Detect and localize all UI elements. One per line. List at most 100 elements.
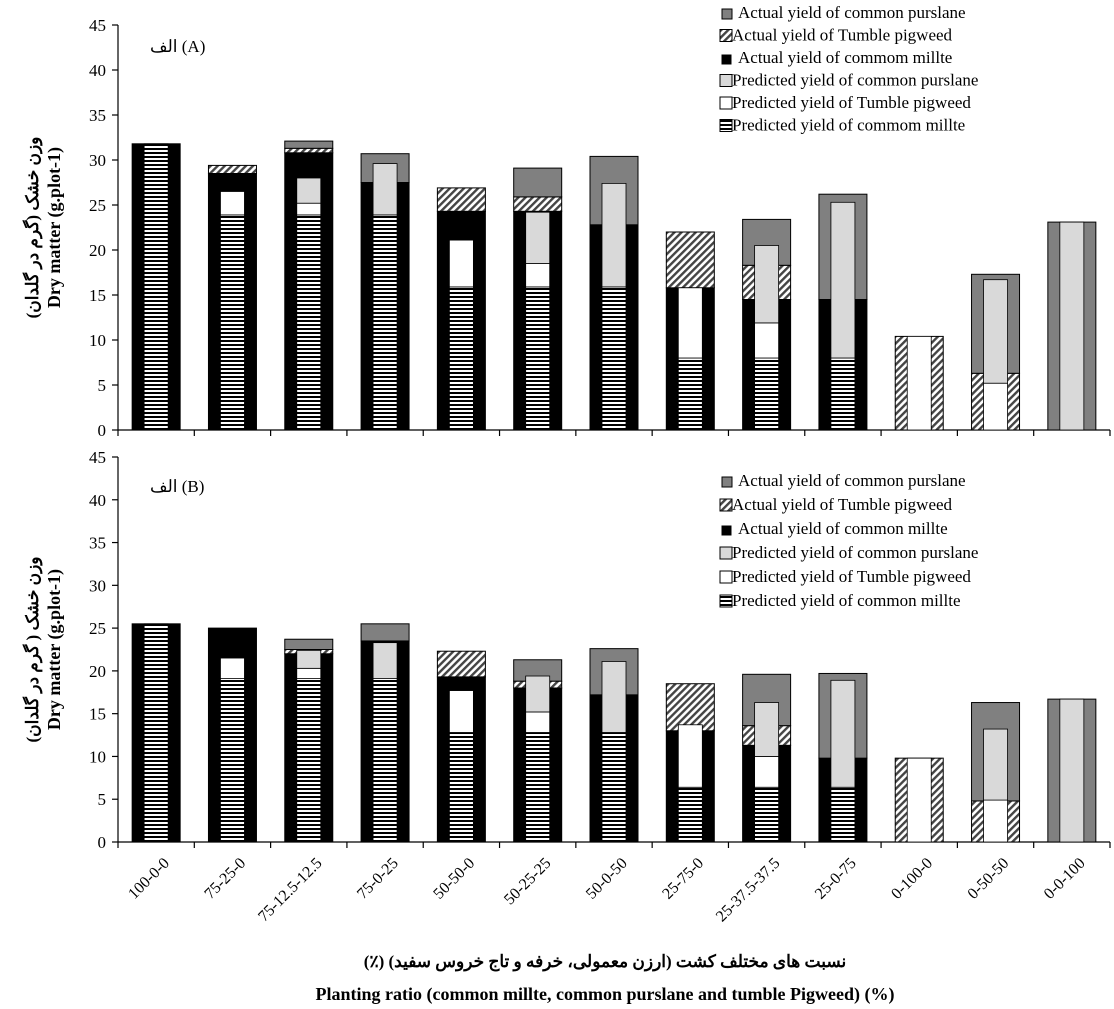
bar-group-0-50-50	[971, 702, 1021, 843]
bar-predicted-millet	[372, 214, 398, 431]
bar-predicted-millet	[677, 786, 703, 843]
bar-group-25-75-0	[665, 683, 715, 843]
bar-group-0-0-100	[1047, 221, 1097, 431]
x-tick-label: 25-0-75	[812, 855, 860, 903]
x-axis-title: Planting ratio (common millte, common pu…	[316, 984, 895, 1005]
bar-predicted-purslane	[754, 245, 780, 324]
x-tick-label: 50-25-25	[501, 855, 554, 908]
bar-actual-pigweed	[207, 164, 257, 174]
bar-group-0-0-100	[1047, 698, 1097, 843]
y-axis-title: Dry matter (g.plot-1)	[44, 569, 65, 730]
bar-predicted-purslane	[525, 211, 551, 264]
bar-actual-purslane	[360, 623, 410, 642]
bar-actual-purslane	[284, 140, 334, 149]
legend-label: Actual yield of common millte	[738, 519, 948, 538]
y-tick-label: 40	[89, 61, 106, 80]
bar-predicted-millet	[448, 732, 474, 843]
bar-predicted-purslane	[372, 642, 398, 679]
legend-label: Predicted yield of Tumble pigweed	[732, 93, 971, 112]
y-tick-label: 25	[89, 619, 106, 638]
bar-predicted-millet	[143, 623, 169, 843]
x-tick-label: 50-0-50	[583, 855, 631, 903]
bar-actual-pigweed	[284, 147, 334, 154]
bar-predicted-millet	[830, 357, 856, 431]
legend-label: Predicted yield of common purslane	[732, 543, 978, 562]
legend-label: Actual yield of Tumble pigweed	[732, 495, 953, 514]
y-tick-label: 15	[89, 286, 106, 305]
bar-predicted-pigweed	[677, 724, 703, 788]
bar-predicted-millet	[296, 214, 322, 431]
bar-group-0-100-0	[894, 757, 944, 843]
legend-label: Predicted yield of commom millte	[732, 116, 965, 135]
bar-group-50-50-0	[436, 187, 486, 431]
bar-group-50-25-25	[513, 167, 563, 431]
y-tick-label: 20	[89, 241, 106, 260]
bar-predicted-purslane	[830, 679, 856, 788]
legend-label: Actual yield of common purslane	[738, 471, 966, 490]
bar-group-50-25-25	[513, 659, 563, 843]
bar-predicted-millet	[754, 786, 780, 843]
bar-predicted-pigweed	[525, 711, 551, 733]
panel-tag: الف (B)	[150, 477, 204, 496]
legend-label: Predicted yield of Tumble pigweed	[732, 567, 971, 586]
x-tick-label: 75-0-25	[354, 855, 402, 903]
legend-swatch	[721, 54, 732, 65]
bar-predicted-pigweed	[525, 263, 551, 288]
y-tick-label: 5	[98, 790, 107, 809]
bar-group-75-12.5-12.5	[284, 140, 334, 431]
x-tick-label: 75-12.5-12.5	[255, 855, 325, 925]
bar-predicted-purslane	[525, 675, 551, 713]
bar-predicted-purslane	[983, 728, 1008, 801]
bar-predicted-pigweed	[983, 382, 1008, 431]
legend-swatch	[719, 498, 733, 512]
y-axis-title: Dry matter (g.plot-1)	[44, 147, 65, 308]
bar-predicted-pigweed	[220, 657, 245, 679]
bar-predicted-pigweed	[983, 799, 1008, 843]
y-tick-label: 10	[89, 747, 106, 766]
bar-group-75-12.5-12.5	[284, 638, 334, 843]
bar-predicted-purslane	[1059, 698, 1085, 843]
y-tick-label: 10	[89, 331, 106, 350]
bar-predicted-millet	[754, 357, 780, 431]
legend-swatch	[719, 119, 733, 132]
bar-predicted-pigweed	[906, 335, 932, 431]
x-tick-label: 100-0-0	[125, 855, 173, 903]
panel-a: 0 5 10 15 20 25 30 35 40 45 Dry matter (g.plot-1)و…	[22, 3, 1111, 440]
bar-predicted-purslane	[983, 279, 1008, 384]
y-tick-label: 35	[89, 106, 106, 125]
bar-predicted-pigweed	[754, 322, 780, 359]
bar-group-25-37.5-37.5	[742, 673, 792, 843]
bar-actual-pigweed	[665, 683, 715, 732]
bar-predicted-millet	[372, 678, 398, 843]
legend-label: Actual yield of Tumble pigweed	[732, 26, 953, 45]
legend-swatch	[719, 594, 733, 608]
bar-actual-purslane	[513, 167, 563, 198]
y-tick-label: 5	[98, 376, 107, 395]
legend-swatch	[719, 74, 733, 87]
legend-swatch	[719, 96, 733, 110]
bar-predicted-purslane	[754, 702, 780, 757]
legend-swatch	[721, 525, 732, 536]
x-tick-label: 0-100-0	[888, 855, 936, 903]
x-axis-title-fa: نسبت های مختلف کشت (ارزن معمولی، خرفه و …	[364, 952, 846, 972]
bar-predicted-millet	[448, 286, 474, 431]
y-tick-label: 30	[89, 151, 106, 170]
bar-predicted-pigweed	[754, 756, 780, 788]
x-tick-label: 0-50-50	[965, 855, 1013, 903]
bar-predicted-purslane	[296, 649, 322, 669]
bar-predicted-millet	[143, 143, 169, 431]
bar-group-100-0-0	[131, 143, 181, 431]
bar-predicted-millet	[296, 678, 322, 843]
bar-actual-pigweed	[436, 650, 486, 678]
legend-swatch	[721, 476, 733, 488]
y-tick-label: 20	[89, 662, 106, 681]
legend-label: Predicted yield of common millte	[732, 591, 961, 610]
bar-group-25-75-0	[665, 231, 715, 431]
bar-actual-purslane	[284, 638, 334, 651]
y-tick-label: 0	[98, 421, 107, 440]
bar-predicted-millet	[601, 286, 627, 431]
y-tick-label: 15	[89, 705, 106, 724]
y-tick-label: 45	[89, 448, 106, 467]
bar-predicted-purslane	[1059, 221, 1085, 431]
x-tick-label: 0-0-100	[1041, 855, 1089, 903]
